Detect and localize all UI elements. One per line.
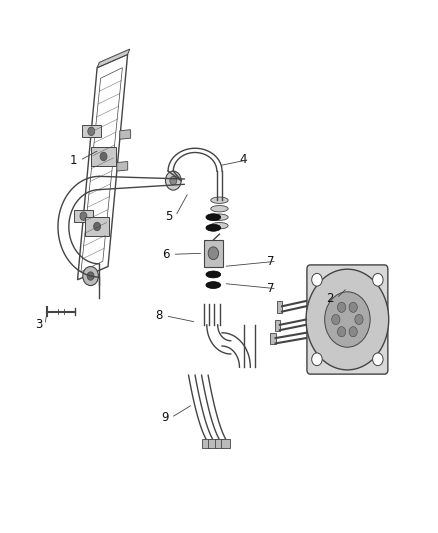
- Circle shape: [88, 127, 95, 135]
- Circle shape: [208, 247, 219, 260]
- FancyBboxPatch shape: [74, 211, 93, 222]
- Circle shape: [166, 171, 181, 190]
- FancyBboxPatch shape: [277, 301, 282, 313]
- FancyBboxPatch shape: [307, 265, 388, 374]
- Circle shape: [94, 222, 101, 231]
- Text: 6: 6: [162, 248, 170, 261]
- Circle shape: [312, 273, 322, 286]
- Ellipse shape: [211, 197, 228, 204]
- Text: 5: 5: [165, 209, 173, 223]
- FancyBboxPatch shape: [275, 319, 280, 331]
- Ellipse shape: [206, 214, 221, 221]
- Circle shape: [306, 269, 389, 370]
- Circle shape: [83, 266, 99, 286]
- Circle shape: [332, 314, 340, 325]
- FancyBboxPatch shape: [215, 439, 223, 448]
- FancyBboxPatch shape: [204, 240, 223, 266]
- Ellipse shape: [211, 214, 228, 220]
- FancyBboxPatch shape: [85, 217, 109, 236]
- Polygon shape: [97, 49, 130, 68]
- Ellipse shape: [206, 271, 221, 278]
- Text: 4: 4: [239, 153, 247, 166]
- Ellipse shape: [211, 222, 228, 229]
- Circle shape: [170, 176, 177, 185]
- Circle shape: [373, 353, 383, 366]
- Circle shape: [87, 272, 94, 280]
- FancyBboxPatch shape: [92, 147, 116, 166]
- Circle shape: [312, 353, 322, 366]
- Text: 8: 8: [155, 309, 162, 322]
- Text: 3: 3: [35, 318, 42, 332]
- Circle shape: [100, 152, 107, 161]
- FancyBboxPatch shape: [270, 333, 276, 344]
- Ellipse shape: [206, 224, 221, 231]
- FancyBboxPatch shape: [208, 439, 217, 448]
- Circle shape: [80, 212, 87, 220]
- FancyBboxPatch shape: [221, 439, 230, 448]
- FancyBboxPatch shape: [82, 125, 101, 137]
- Circle shape: [325, 292, 370, 347]
- Text: 7: 7: [267, 282, 274, 295]
- FancyBboxPatch shape: [201, 439, 210, 448]
- Circle shape: [349, 302, 357, 312]
- Circle shape: [337, 327, 346, 337]
- Polygon shape: [117, 161, 128, 171]
- Polygon shape: [120, 130, 131, 139]
- Text: 7: 7: [267, 255, 274, 268]
- Ellipse shape: [211, 206, 228, 212]
- Circle shape: [373, 273, 383, 286]
- Text: 9: 9: [161, 411, 168, 424]
- Circle shape: [337, 302, 346, 312]
- Text: 2: 2: [326, 292, 334, 305]
- Ellipse shape: [206, 281, 221, 288]
- Circle shape: [349, 327, 357, 337]
- Circle shape: [355, 314, 363, 325]
- Text: 1: 1: [70, 154, 77, 167]
